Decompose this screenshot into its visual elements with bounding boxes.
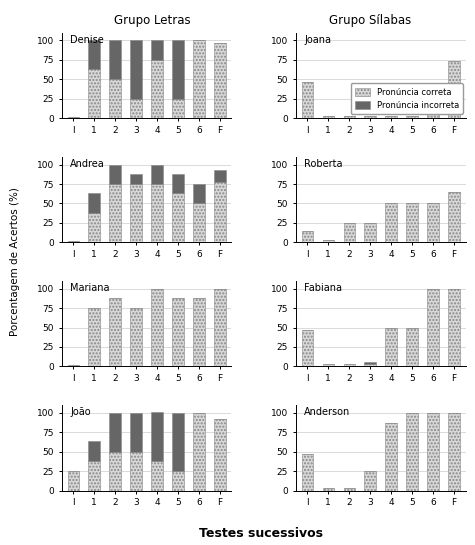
Bar bbox=[130, 308, 142, 366]
Bar bbox=[364, 471, 376, 490]
Bar bbox=[323, 488, 334, 490]
Bar bbox=[109, 40, 121, 80]
Bar bbox=[364, 362, 376, 364]
Bar bbox=[109, 80, 121, 118]
Bar bbox=[214, 170, 226, 181]
Bar bbox=[193, 184, 205, 203]
Bar bbox=[88, 69, 100, 118]
Bar bbox=[428, 413, 439, 490]
Bar bbox=[448, 192, 460, 243]
Text: Denise: Denise bbox=[70, 35, 104, 45]
Bar bbox=[130, 452, 142, 490]
Bar bbox=[151, 165, 163, 184]
Bar bbox=[406, 203, 418, 243]
Text: Andrea: Andrea bbox=[70, 159, 105, 169]
Text: Roberta: Roberta bbox=[304, 159, 343, 169]
Bar bbox=[448, 289, 460, 366]
Bar bbox=[385, 328, 397, 366]
Bar bbox=[172, 471, 184, 490]
Bar bbox=[406, 116, 418, 118]
Bar bbox=[193, 298, 205, 366]
Bar bbox=[151, 412, 163, 461]
Text: Anderson: Anderson bbox=[304, 408, 351, 417]
Legend: Pronúncia correta, Pronúncia incorreta: Pronúncia correta, Pronúncia incorreta bbox=[351, 83, 463, 114]
Bar bbox=[130, 99, 142, 118]
Bar bbox=[172, 40, 184, 99]
Bar bbox=[323, 240, 334, 243]
Text: Joana: Joana bbox=[304, 35, 332, 45]
Bar bbox=[302, 330, 313, 366]
Bar bbox=[172, 174, 184, 193]
Bar bbox=[109, 298, 121, 366]
Bar bbox=[214, 419, 226, 490]
Bar bbox=[364, 223, 376, 243]
Bar bbox=[151, 60, 163, 118]
Bar bbox=[343, 488, 355, 490]
Text: Fabiana: Fabiana bbox=[304, 283, 342, 293]
Bar bbox=[172, 99, 184, 118]
Bar bbox=[193, 413, 205, 490]
Bar bbox=[406, 413, 418, 490]
Bar bbox=[193, 203, 205, 243]
Bar bbox=[88, 193, 100, 213]
Bar bbox=[364, 364, 376, 366]
Bar bbox=[67, 117, 79, 118]
Bar bbox=[323, 364, 334, 366]
Bar bbox=[193, 40, 205, 118]
Text: Porcentagem de Acertos (%): Porcentagem de Acertos (%) bbox=[10, 187, 19, 336]
Bar bbox=[109, 165, 121, 184]
Bar bbox=[343, 223, 355, 243]
Bar bbox=[88, 213, 100, 243]
Text: João: João bbox=[70, 408, 91, 417]
Text: Grupo Sílabas: Grupo Sílabas bbox=[329, 14, 412, 27]
Bar bbox=[151, 184, 163, 243]
Bar bbox=[172, 413, 184, 471]
Bar bbox=[385, 116, 397, 118]
Bar bbox=[343, 116, 355, 118]
Bar bbox=[88, 40, 100, 69]
Text: Grupo Letras: Grupo Letras bbox=[114, 14, 190, 27]
Bar bbox=[172, 193, 184, 243]
Bar bbox=[302, 454, 313, 490]
Bar bbox=[130, 413, 142, 452]
Bar bbox=[364, 116, 376, 118]
Bar bbox=[302, 231, 313, 243]
Bar bbox=[109, 413, 121, 452]
Bar bbox=[67, 241, 79, 243]
Bar bbox=[151, 461, 163, 490]
Bar bbox=[67, 471, 79, 490]
Bar bbox=[130, 184, 142, 243]
Bar bbox=[343, 364, 355, 366]
Bar bbox=[88, 441, 100, 461]
Bar bbox=[109, 452, 121, 490]
Bar bbox=[428, 89, 439, 118]
Bar bbox=[302, 82, 313, 118]
Bar bbox=[428, 203, 439, 243]
Bar bbox=[88, 461, 100, 490]
Bar bbox=[214, 43, 226, 118]
Bar bbox=[428, 289, 439, 366]
Text: Mariana: Mariana bbox=[70, 283, 110, 293]
Bar bbox=[130, 174, 142, 184]
Text: Testes sucessivos: Testes sucessivos bbox=[199, 526, 323, 540]
Bar bbox=[448, 413, 460, 490]
Bar bbox=[151, 289, 163, 366]
Bar bbox=[448, 62, 460, 118]
Bar bbox=[130, 40, 142, 99]
Bar bbox=[151, 40, 163, 60]
Bar bbox=[172, 298, 184, 366]
Bar bbox=[214, 289, 226, 366]
Bar bbox=[385, 423, 397, 490]
Bar bbox=[323, 116, 334, 118]
Bar bbox=[67, 365, 79, 366]
Bar bbox=[109, 184, 121, 243]
Bar bbox=[406, 328, 418, 366]
Bar bbox=[88, 308, 100, 366]
Bar bbox=[214, 181, 226, 243]
Bar bbox=[385, 203, 397, 243]
